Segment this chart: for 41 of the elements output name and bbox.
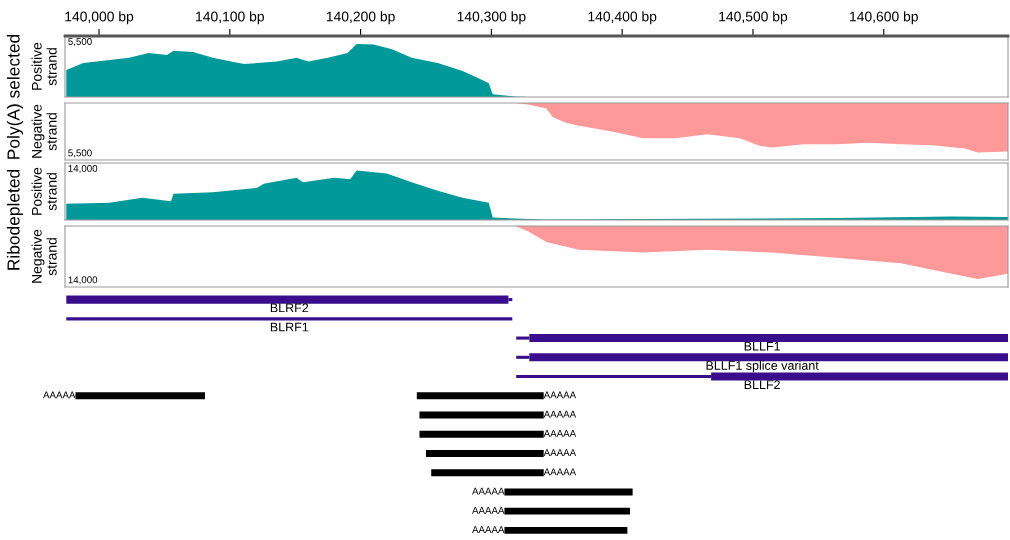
x-tick-label: 140,600 bp [850,11,918,25]
data-label: AAAAA [543,410,577,418]
bar [66,317,513,321]
x-tick-label: 140,200 bp [326,11,395,25]
annotation: 5,500 [68,149,92,158]
x-tick-label: 140,000 bp [65,11,134,25]
text: Ribodepleted [6,169,24,270]
bar [425,450,544,457]
category-label: BLLF2 [744,380,780,389]
category-label: BLLF1 [744,341,780,351]
data-label: AAAAA [43,391,76,399]
text: Poly(A) selected [6,34,24,159]
data-label: AAAAA [543,468,577,476]
data-label: AAAAA [543,430,577,437]
bar [504,488,633,496]
category-label: BLLF1 splice variant [706,360,819,373]
x-tick-label: 140,500 bp [719,11,788,25]
bar [431,469,544,477]
y-axis-title: Negative strand [31,104,57,158]
data-label: AAAAA [543,449,577,456]
data-label: AAAAA [472,506,505,514]
x-tick-label: 140,100 bp [196,11,264,25]
category-label: BLRF1 [270,322,309,332]
y-axis-title: Positive strand [31,167,57,215]
x-tick-label: 140,400 bp [588,11,657,25]
data-label: AAAAA [543,391,577,399]
data-label: AAAAA [472,526,505,533]
y-axis-title: Negative strand [31,229,57,283]
bar [504,507,631,515]
annotation: 5,500 [68,38,92,47]
bar [504,526,628,534]
y-axis-title: Positive strand [31,42,57,90]
bar [66,295,509,304]
data-label: AAAAA [472,487,505,495]
annotation: 14,000 [68,164,98,173]
bar [75,392,205,400]
bar [419,430,544,438]
category-label: BLRF2 [270,303,309,313]
bar [416,392,544,400]
x-tick-label: 140,300 bp [457,11,526,25]
annotation: 14,000 [68,276,98,285]
